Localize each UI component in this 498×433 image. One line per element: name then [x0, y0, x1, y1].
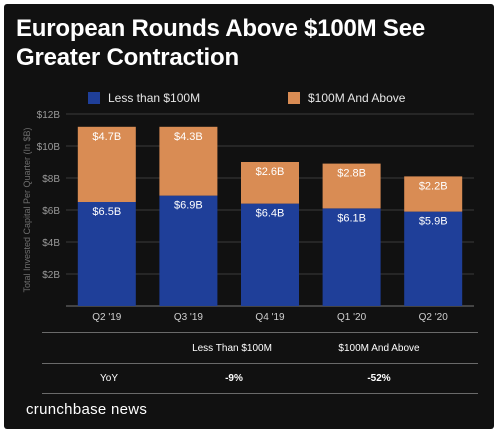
data-label-above-100m-1: $4.3B: [174, 131, 203, 143]
legend-swatch-under-100m: [88, 92, 100, 104]
table-row-label-yoy: YoY: [100, 373, 118, 384]
table-cell-yoy-less-than-100m: -9%: [225, 373, 243, 384]
y-tick-label-4: $4B: [42, 238, 60, 249]
table-bottom-divider: [42, 393, 478, 394]
bar-above-100m-3: [322, 163, 381, 209]
bar-above-100m-0: [77, 126, 136, 202]
table-header-less-than-100m: Less Than $100M: [192, 343, 272, 354]
y-tick-label-8: $8B: [42, 174, 60, 185]
data-label-above-100m-0: $4.7B: [92, 131, 121, 143]
bar-under-100m-0: [77, 202, 136, 306]
y-tick-label-2: $2B: [42, 270, 60, 281]
bar-above-100m-2: [241, 162, 299, 204]
data-label-above-100m-3: $2.8B: [337, 168, 366, 180]
bar-above-100m-4: [404, 176, 463, 212]
data-label-under-100m-0: $6.5B: [92, 206, 121, 218]
legend-item-above-100m: $100M And Above: [288, 90, 405, 106]
x-tick-label-1: Q3 '19: [174, 312, 204, 323]
data-label-under-100m-4: $5.9B: [419, 216, 448, 228]
table-header-divider: [42, 363, 478, 364]
data-label-under-100m-2: $6.4B: [256, 208, 285, 220]
bar-under-100m-2: [241, 203, 299, 306]
table-header-100m-and-above: $100M And Above: [338, 343, 420, 354]
chart-title: European Rounds Above $100M See Greater …: [16, 15, 426, 71]
bar-under-100m-1: [159, 195, 218, 306]
table-top-divider: [42, 332, 478, 333]
y-tick-label-12: $12B: [37, 110, 61, 121]
x-tick-label-2: Q4 '19: [255, 312, 285, 323]
x-tick-label-4: Q2 '20: [419, 312, 449, 323]
bar-under-100m-4: [404, 211, 463, 306]
x-tick-label-0: Q2 '19: [92, 312, 122, 323]
data-label-above-100m-2: $2.6B: [256, 166, 285, 178]
x-tick-label-3: Q1 '20: [337, 312, 367, 323]
legend-swatch-above-100m: [288, 92, 300, 104]
stacked-bar-chart: $2B $4B $6B $8B $10B $12B Total Invested Capit…: [22, 110, 474, 323]
table-cell-yoy-100m-and-above: -52%: [367, 373, 391, 384]
crunchbase-news-logo: crunchbase news: [26, 401, 148, 418]
bar-under-100m-3: [322, 208, 381, 306]
data-label-under-100m-1: $6.9B: [174, 200, 203, 212]
y-tick-label-10: $10B: [37, 142, 61, 153]
data-label-under-100m-3: $6.1B: [337, 212, 366, 224]
legend-label-above-100m: $100M And Above: [308, 91, 406, 105]
y-axis-title: Total Invested Capital Per Quarter (In $…: [22, 127, 32, 292]
y-tick-label-6: $6B: [42, 206, 60, 217]
data-label-above-100m-4: $2.2B: [419, 180, 448, 192]
legend-label-under-100m: Less than $100M: [108, 91, 201, 105]
bar-above-100m-1: [159, 126, 218, 196]
chart-card: European Rounds Above $100M See Greater …: [4, 4, 494, 429]
legend-item-under-100m: Less than $100M: [88, 90, 200, 106]
